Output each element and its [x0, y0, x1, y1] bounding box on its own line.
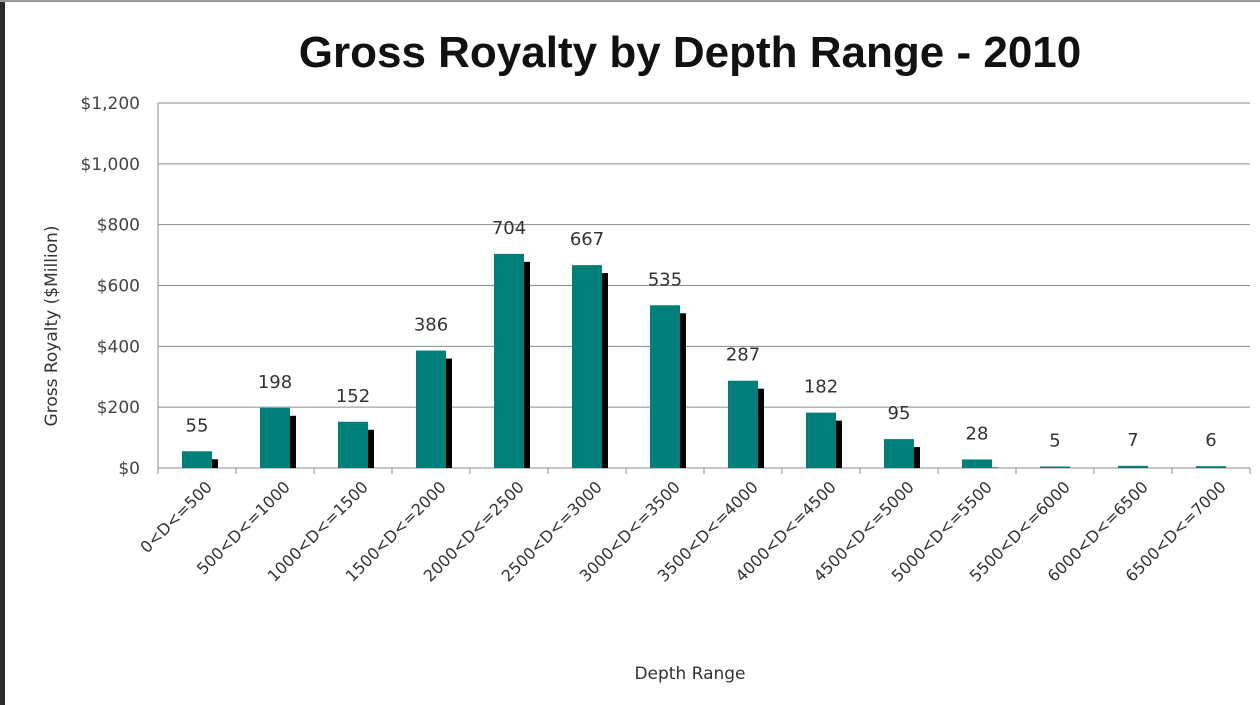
bar [1196, 466, 1226, 468]
bar-value-label: 198 [258, 372, 292, 393]
y-tick-label: $400 [97, 337, 140, 357]
y-tick-label: $800 [97, 216, 140, 236]
bar [1040, 466, 1070, 468]
y-tick-label: $0 [118, 459, 140, 479]
bar-value-label: 182 [804, 377, 838, 398]
bar-value-label: 704 [492, 218, 526, 239]
bar-value-label: 6 [1205, 430, 1216, 451]
bar [338, 421, 368, 468]
bar-value-label: 535 [648, 269, 682, 290]
bar [650, 305, 680, 468]
bar [728, 380, 758, 468]
bar-value-label: 95 [888, 403, 911, 424]
bar [260, 407, 290, 468]
bar [806, 412, 836, 468]
bar [572, 265, 602, 468]
bar-value-label: 7 [1127, 430, 1138, 451]
bar [1118, 465, 1148, 468]
y-tick-label: $1,200 [81, 94, 140, 114]
chart-title: Gross Royalty by Depth Range - 2010 [298, 28, 1082, 77]
y-tick-label: $200 [97, 398, 140, 418]
bar-value-label: 667 [570, 229, 604, 250]
bar [494, 253, 524, 468]
bar [962, 459, 992, 468]
bar-value-label: 28 [966, 423, 989, 444]
bar [884, 439, 914, 468]
bar-value-label: 5 [1049, 430, 1060, 451]
window-left-border [0, 0, 5, 705]
window-top-border [0, 0, 1260, 2]
y-tick-label: $1,000 [81, 155, 140, 175]
bar-value-label: 287 [726, 345, 760, 366]
bar-value-label: 152 [336, 386, 370, 407]
bar [416, 350, 446, 468]
y-tick-label: $600 [97, 277, 140, 297]
bar [182, 451, 212, 468]
x-axis-title: Depth Range [634, 664, 746, 684]
bar-value-label: 386 [414, 315, 448, 336]
x-category-label: 0<D<=500 [136, 477, 215, 556]
bar-value-label: 55 [186, 415, 209, 436]
